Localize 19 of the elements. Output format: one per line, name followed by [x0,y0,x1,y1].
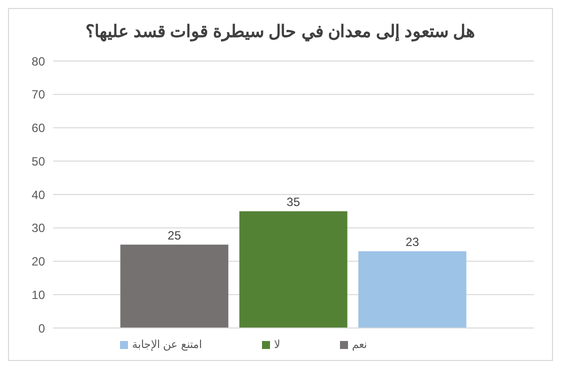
data-label: 25 [168,228,182,243]
y-tick-label: 50 [32,154,46,168]
y-tick-label: 10 [32,288,46,302]
y-tick-label: 80 [32,54,46,68]
bar [239,211,348,328]
data-label: 23 [406,235,420,250]
legend-label: امتنع عن الإجابة [132,339,202,351]
y-tick-label: 20 [32,254,46,269]
bar [358,251,466,328]
data-label: 35 [286,195,300,210]
bar [120,244,228,328]
y-tick-label: 0 [38,321,46,336]
chart-title: هل ستعود إلى معدان في حال سيطرة قوات قسد عليها؟ [84,21,476,44]
y-tick-label: 40 [32,188,46,202]
legend-label: نعم [352,339,368,351]
legend-label: لا [274,339,280,351]
y-tick-label: 60 [32,121,46,136]
y-tick-label: 70 [32,88,46,102]
y-tick-label: 30 [32,221,46,236]
